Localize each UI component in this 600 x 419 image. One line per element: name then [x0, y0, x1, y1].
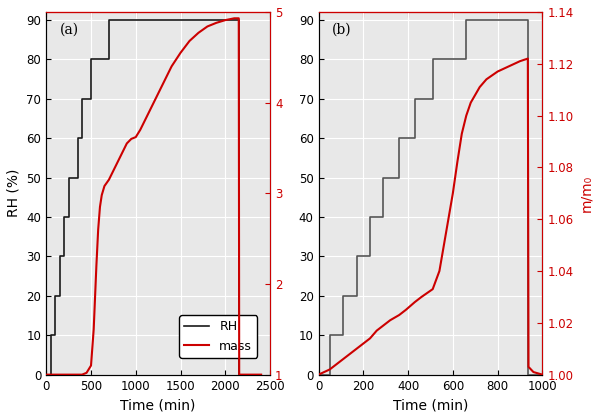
Y-axis label: m/m₀: m/m₀	[579, 175, 593, 212]
X-axis label: Time (min): Time (min)	[393, 398, 468, 412]
Text: (b): (b)	[332, 23, 352, 37]
Legend: RH, mass: RH, mass	[179, 315, 257, 357]
Text: (a): (a)	[59, 23, 79, 37]
X-axis label: Time (min): Time (min)	[121, 398, 196, 412]
Y-axis label: RH (%): RH (%)	[7, 169, 21, 217]
